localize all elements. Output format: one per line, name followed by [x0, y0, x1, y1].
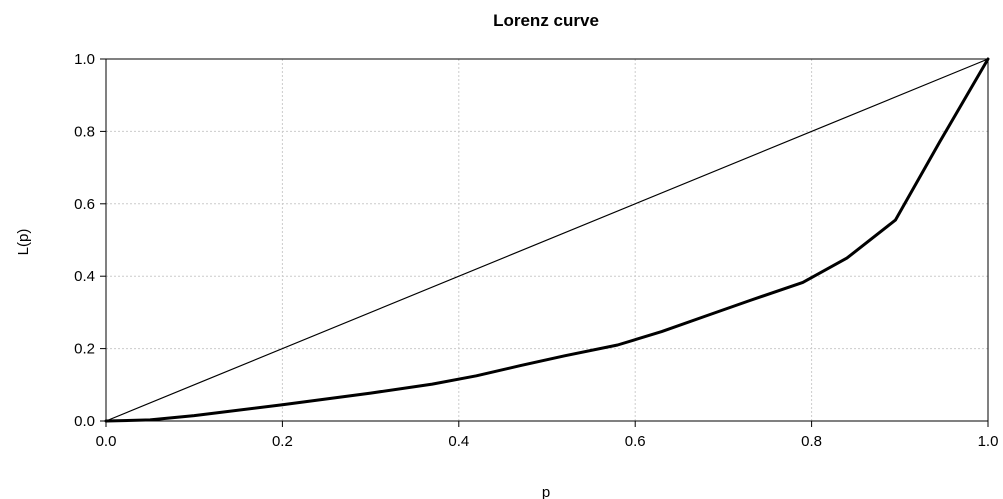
y-tick-label: 1.0	[74, 51, 95, 68]
y-tick-label: 0.6	[74, 196, 95, 213]
y-tick-label: 0.0	[74, 413, 95, 430]
x-tick-label: 1.0	[978, 433, 999, 450]
x-tick-label: 0.0	[96, 433, 117, 450]
x-tick-label: 0.2	[272, 433, 293, 450]
plot-frame	[105, 58, 989, 422]
y-tick-label: 0.8	[74, 123, 95, 140]
x-tick-label: 0.6	[625, 433, 646, 450]
series-layer	[104, 57, 990, 423]
grid-lines	[106, 59, 988, 421]
x-tick-label: 0.8	[801, 433, 822, 450]
y-axis-title: L(p)	[15, 229, 32, 256]
y-tick-label: 0.4	[74, 268, 95, 285]
y-tick-label: 0.2	[74, 341, 95, 358]
x-tick-label: 0.4	[448, 433, 469, 450]
lorenz-curve	[104, 57, 990, 423]
chart-title: Lorenz curve	[493, 11, 599, 30]
equality-line	[105, 58, 989, 422]
tick-layer: 0.0 0.2 0.4 0.6 0.8 1.0 0.0 0.2 0.4 0.6 0.8 1.0	[74, 51, 998, 450]
x-axis-title: p	[542, 484, 550, 499]
